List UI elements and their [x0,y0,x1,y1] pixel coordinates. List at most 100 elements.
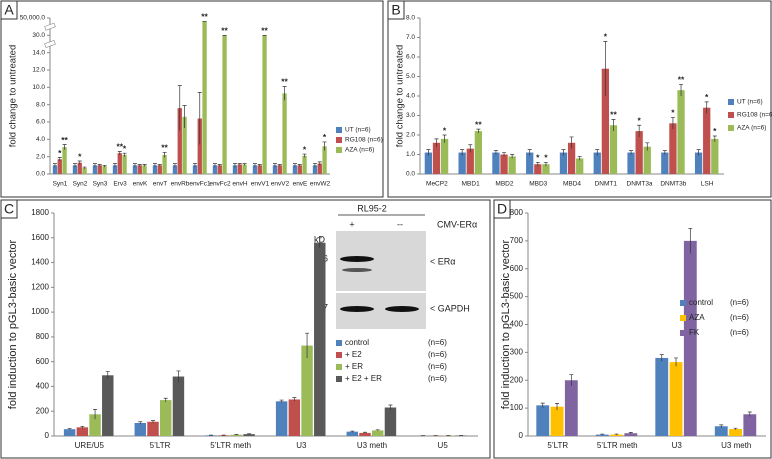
error-bar [97,164,102,167]
y-tick-label: 0 [519,431,524,440]
bar [424,152,433,174]
bar [172,376,185,436]
y-tick-label: 600 [36,357,50,366]
bar [301,345,313,436]
error-bar [679,83,684,96]
error-bar [72,163,77,168]
significance: ** [261,26,268,36]
y-axis-title: fold change to untreated [8,45,19,147]
significance: * [671,108,675,118]
error-bar [712,135,717,142]
error-bar [152,163,157,168]
x-tick-label: envV1 [251,181,270,188]
panel-frame [493,199,772,459]
bar [655,357,669,436]
x-tick-label: LSH [701,181,714,188]
error-bar [247,433,252,435]
panel-label-box [0,0,18,20]
y-tick-label: 200 [36,406,50,415]
bar [743,414,757,436]
significance: * [637,116,641,126]
panel-frame [0,199,491,459]
error-bar [350,430,355,433]
x-tick-label: envH [232,181,247,188]
y-tick-label: 10.0 [32,84,45,91]
panel-label-box [0,199,18,219]
legend-swatch [728,112,734,118]
significance: ** [61,135,68,145]
error-bar [82,166,87,169]
error-bar [312,163,317,168]
y-axis-title: fold induction to pGL3-basic vector [7,239,19,409]
legend-label: RG108 (n=6) [737,112,772,119]
error-bar [282,86,287,101]
bar [242,164,247,174]
blot-band [385,306,419,312]
error-bar [292,397,297,402]
error-bar [172,163,177,168]
x-tick-label: URE/U5 [75,441,105,450]
error-bar [577,156,582,161]
legend-swatch [336,127,342,133]
blot-lane-plus: + [349,219,354,229]
x-tick-label: DNMT1 [595,181,618,188]
bar [217,165,222,174]
bar [559,152,568,174]
error-bar [662,150,667,155]
error-bar [603,41,608,96]
bar [669,362,683,436]
bar [63,429,76,436]
bar [314,242,326,436]
bar [312,165,318,174]
bar [372,430,384,436]
bar [322,146,327,174]
bar [297,165,302,174]
bar [192,165,198,174]
legend-label: FK [689,328,700,337]
y-tick-label: 8.0 [36,101,45,108]
error-bar [272,163,277,168]
x-tick-label: envV2 [271,181,290,188]
error-bar [468,144,473,153]
x-tick-label: MBD1 [462,181,480,188]
error-bar [317,161,322,166]
bar [62,147,67,174]
bar [137,165,142,174]
y-tick-label: 4.0 [36,136,45,143]
error-bar [629,150,634,155]
error-bar [696,149,701,156]
y-tick-label: 400 [510,320,524,329]
error-bar [704,101,709,114]
y-tick-label: 1800 [31,208,49,217]
blot-band-label: < GAPDH [430,303,470,313]
bar [703,107,711,174]
legend-n: (n=6) [730,313,749,322]
y-tick-label: 0.0 [406,171,415,178]
error-bar [595,149,600,156]
legend-swatch [336,352,342,358]
y-tick-label: 6.0 [406,54,415,61]
panel-label-box [387,0,405,20]
error-bar [674,357,679,367]
legend-label: + E2 [345,350,362,359]
error-bar [297,164,302,167]
significance: * [58,148,62,158]
bar [346,431,359,436]
bar [122,154,127,174]
error-bar [733,427,738,430]
error-bar [670,117,675,130]
y-axis-title: fold induction to pGL3-basic vector [500,239,512,409]
error-bar [92,163,97,168]
bar [384,407,397,436]
x-tick-label: U3 [672,441,683,450]
bar [252,165,258,174]
bar [205,435,217,436]
bar [714,426,728,436]
error-bar [688,227,693,254]
bar [359,432,371,436]
error-bar [157,164,162,167]
error-bar [317,237,322,248]
significance: * [443,125,447,135]
